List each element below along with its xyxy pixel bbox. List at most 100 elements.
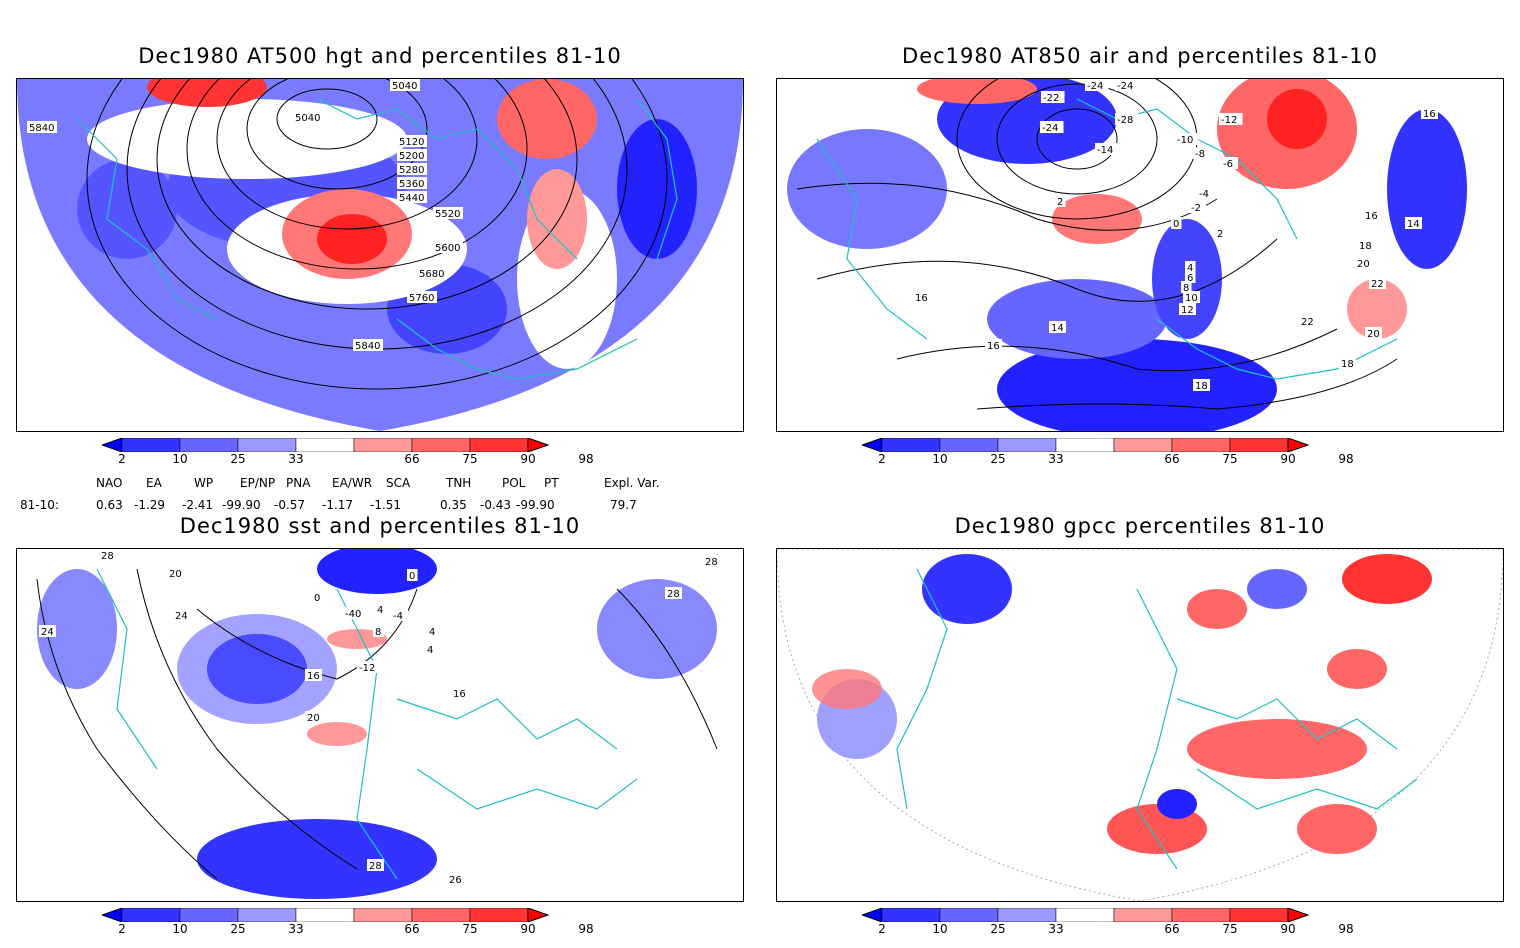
index-value: -99.90 xyxy=(222,498,261,512)
contour-tr-3 xyxy=(896,328,1338,372)
map-tl-svg: 5040 5040 5120 5200 5280 5360 5440 5520 5600 5680… xyxy=(17,79,743,431)
contour-label: 22 xyxy=(1301,317,1314,328)
colorbar-segment xyxy=(1055,908,1115,922)
map-panel-bl: 28 20 24 24 0 0 4 -40 -4 8 4 4 -12 16 20 16 28 26 28 28 xyxy=(16,548,744,902)
contour-label-bg xyxy=(375,603,386,615)
contour-label-bg xyxy=(1197,187,1214,199)
colorbar-segment xyxy=(1229,908,1289,922)
colorbar-tick-label: 10 xyxy=(172,922,188,936)
contour-label: 18 xyxy=(1195,381,1208,392)
contour-label-bg xyxy=(1049,321,1066,333)
colorbar-tick-label: 33 xyxy=(288,922,304,936)
index-value: -1.29 xyxy=(134,498,166,512)
index-header: WP xyxy=(194,476,214,490)
contour-label-bg xyxy=(447,873,464,885)
coastline-br-1 xyxy=(896,568,948,810)
index-value: -1.51 xyxy=(370,498,402,512)
indices-table: 81-10: NAO EA WP EP/NP PNA EA/WR SCA TNH… xyxy=(0,476,760,512)
contour-label-bg xyxy=(1179,303,1196,315)
colorbar-tick-label: 98 xyxy=(1338,922,1354,936)
contour-label: 12 xyxy=(1181,305,1194,316)
colorbar-segment xyxy=(237,438,297,452)
contour-label: 14 xyxy=(1407,219,1420,230)
index-header: EA xyxy=(146,476,162,490)
colorbar-segment xyxy=(881,438,941,452)
colorbar-segment xyxy=(1171,438,1231,452)
map-panel-tr: -24 -24 -22 -24 -28 -12 -10 -14 -8 -6 -4 -2 2 0 2 4 6 8 10… xyxy=(776,78,1504,432)
contour-bl-4 xyxy=(616,588,718,750)
colorbar-segment xyxy=(353,908,413,922)
contour-label: 0 xyxy=(314,593,320,604)
contour-label: -24 xyxy=(1117,81,1133,92)
contour-label: 5680 xyxy=(419,269,444,280)
colorbar-segment xyxy=(1113,438,1173,452)
contour-label-bg xyxy=(1095,143,1119,155)
contour-label-bg xyxy=(397,177,427,189)
colorbar-tick-label: 90 xyxy=(1280,452,1296,466)
anomaly-pos-tl-3 xyxy=(497,79,597,159)
contour-label: 5360 xyxy=(399,179,424,190)
contour-label: 5840 xyxy=(355,341,380,352)
contour-tr-4 xyxy=(976,358,1398,410)
colorbar-tick-label: 66 xyxy=(404,452,420,466)
colorbar-bl: 2 10 25 33 66 75 90 98 xyxy=(102,908,642,948)
colorbar-tick-label: 66 xyxy=(1164,922,1180,936)
contour-label-bg xyxy=(1189,201,1206,213)
contour-label: 5040 xyxy=(295,113,320,124)
contour-label: 20 xyxy=(169,569,182,580)
colorbar-arrow-right xyxy=(1287,908,1310,922)
contour-label-bg xyxy=(1357,239,1374,251)
colorbar-arrow-left xyxy=(862,438,883,452)
colorbar-segment xyxy=(469,438,529,452)
contour-label-bg xyxy=(357,661,381,673)
anomaly-neg-bl-4 xyxy=(317,549,437,594)
colorbar-svg xyxy=(862,908,1310,922)
contour-label: -14 xyxy=(1097,145,1113,156)
anomaly-pos-tl-5 xyxy=(527,169,587,269)
contour-label: 5840 xyxy=(29,123,54,134)
colorbar-tick-label: 90 xyxy=(1280,922,1296,936)
contour-label: 4 xyxy=(1187,263,1193,274)
index-value: -1.17 xyxy=(322,498,354,512)
precip-pos-br-3 xyxy=(1187,719,1367,779)
contour-label: 28 xyxy=(369,861,382,872)
contour-label-bg xyxy=(433,207,463,219)
anomaly-pos-bl-2 xyxy=(327,629,387,649)
anomaly-pos-bl-1 xyxy=(307,722,367,746)
colorbar-tick-label: 10 xyxy=(172,452,188,466)
colorbar-tick-label: 2 xyxy=(878,452,886,466)
contour-label-bg xyxy=(1405,217,1422,229)
contour-label-bg xyxy=(1215,227,1226,239)
colorbar-tick-label: 25 xyxy=(990,452,1006,466)
contour-label-bg xyxy=(425,643,436,655)
colorbar-segment xyxy=(121,438,181,452)
colorbar-segment xyxy=(179,908,239,922)
contour-label-bg xyxy=(1055,195,1066,207)
contour-label: -10 xyxy=(1177,135,1193,146)
contour-label: 0 xyxy=(409,571,415,582)
coastline-tl-4 xyxy=(636,98,678,260)
contour-label-bg xyxy=(1193,379,1210,391)
contour-label: 0 xyxy=(1173,219,1179,230)
colorbar-arrow-left xyxy=(862,908,883,922)
contour-label-bg xyxy=(1365,327,1382,339)
contour-label-bg xyxy=(407,569,418,581)
contour-label-bg xyxy=(1421,107,1438,119)
colorbar-tl: 2 10 25 33 66 75 90 98 xyxy=(102,438,642,478)
contour-label: -4 xyxy=(1199,189,1209,200)
contour-label: 6 xyxy=(1187,273,1193,284)
contour-bl-3 xyxy=(196,588,418,680)
contour-label: -2 xyxy=(1191,203,1201,214)
contour-label: 28 xyxy=(705,557,718,568)
index-header: EA/WR xyxy=(332,476,373,490)
colorbar-segment xyxy=(121,908,181,922)
contour-label: -6 xyxy=(1223,159,1233,170)
contour-label-bg xyxy=(1185,271,1196,283)
colorbar-tick-label: 98 xyxy=(578,452,594,466)
contour-label-bg xyxy=(1193,147,1210,159)
colorbar-segment xyxy=(1113,908,1173,922)
contour-label-bg xyxy=(1185,261,1196,273)
contour-label: 5440 xyxy=(399,193,424,204)
panel-title-tr: Dec1980 AT850 air and percentiles 81-10 xyxy=(902,44,1378,68)
coastline-bl-2 xyxy=(336,588,398,880)
